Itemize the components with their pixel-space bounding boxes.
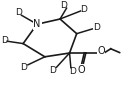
Text: O: O	[97, 46, 105, 56]
Text: D: D	[61, 1, 67, 10]
Text: D: D	[21, 63, 27, 72]
Text: D: D	[69, 67, 76, 76]
Text: O: O	[78, 65, 85, 75]
Text: D: D	[15, 8, 22, 17]
Text: D: D	[80, 5, 87, 14]
Text: D: D	[49, 66, 56, 75]
Text: N: N	[33, 19, 41, 29]
Text: D: D	[93, 23, 100, 32]
Text: D: D	[1, 36, 8, 45]
